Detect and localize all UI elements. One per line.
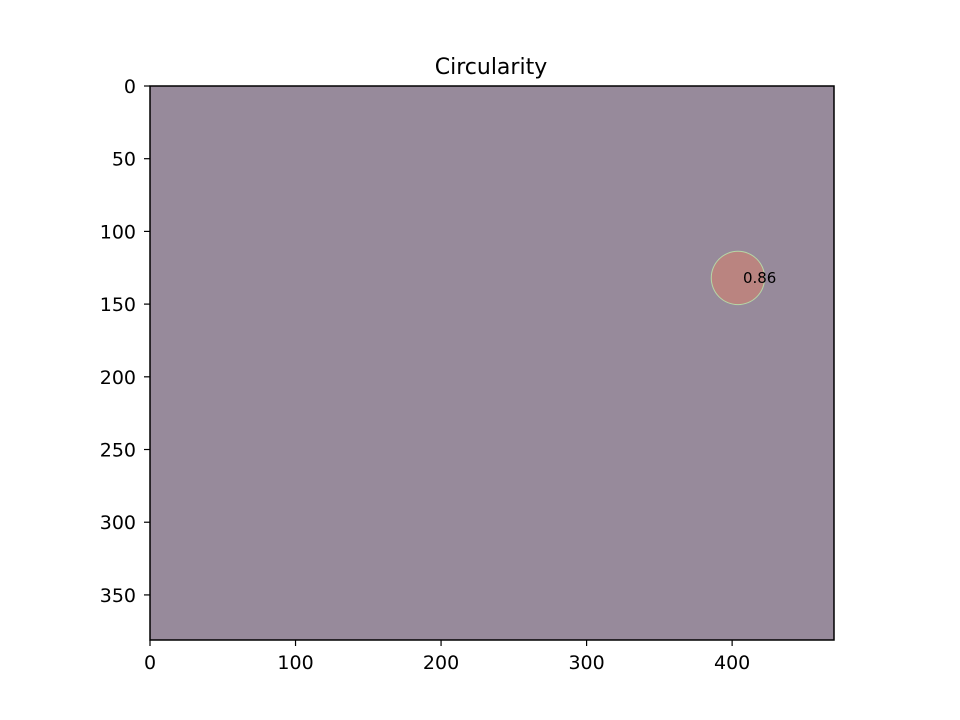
x-tick-label: 200 — [423, 652, 459, 674]
x-tick-label: 100 — [277, 652, 313, 674]
y-tick-label: 200 — [100, 367, 136, 389]
x-tick-label: 0 — [144, 652, 156, 674]
x-tick-label: 300 — [568, 652, 604, 674]
y-tick-label: 350 — [100, 585, 136, 607]
y-tick-label: 50 — [112, 149, 136, 171]
y-tick-label: 250 — [100, 440, 136, 462]
regions-layer — [710, 250, 766, 306]
y-tick-label: 300 — [100, 512, 136, 534]
x-axis: 0 100 200 300 400 — [144, 640, 750, 674]
region-blob — [711, 251, 765, 305]
chart-title: Circularity — [435, 55, 547, 80]
y-axis: 0 50 100 150 200 250 300 350 — [100, 76, 150, 607]
x-tick-label: 400 — [714, 652, 750, 674]
y-tick-label: 150 — [100, 294, 136, 316]
image-area — [150, 86, 834, 640]
annotations-layer: 0.86 — [743, 269, 776, 287]
y-tick-label: 100 — [100, 221, 136, 243]
y-tick-label: 0 — [124, 76, 136, 98]
region-label: 0.86 — [743, 269, 776, 287]
axes-frame — [149, 85, 835, 641]
